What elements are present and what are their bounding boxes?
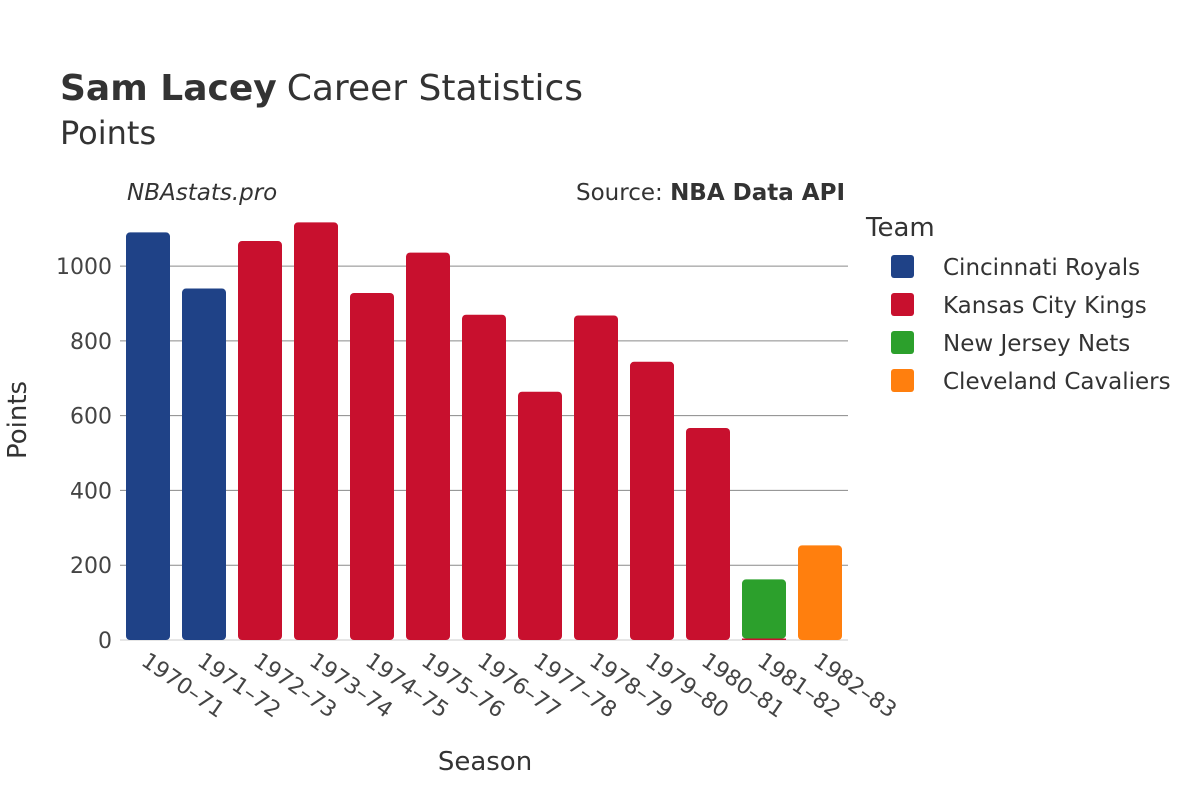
x-tick-labels: 1970–711971–721972–731973–741974–751975–…: [137, 648, 901, 723]
legend-label-cincinnati-royals: Cincinnati Royals: [943, 255, 1140, 281]
legend-item-cincinnati-royals[interactable]: Cincinnati Royals: [891, 255, 1140, 281]
legend-title: Team: [865, 213, 935, 243]
legend-item-cleveland-cavaliers[interactable]: Cleveland Cavaliers: [891, 369, 1171, 395]
y-tick-labels: 0 200 400 600 800 1000: [56, 255, 112, 654]
y-tick-label-1000: 1000: [56, 255, 112, 280]
title-rest: Career Statistics: [287, 68, 583, 109]
legend-swatch-kansas-city-kings: [891, 293, 914, 316]
legend-swatch-cincinnati-royals: [891, 255, 914, 278]
bar-1971-72-cincinnati-royals[interactable]: [182, 288, 226, 640]
watermark: NBAstats.pro: [127, 180, 277, 206]
player-name: Sam Lacey: [60, 68, 277, 109]
x-axis-title: Season: [438, 747, 532, 777]
y-tick-label-200: 200: [70, 554, 112, 579]
bar-1973-74-kansas-city-kings[interactable]: [294, 222, 338, 641]
bar-1972-73-kansas-city-kings[interactable]: [238, 241, 282, 640]
bar-1970-71-cincinnati-royals[interactable]: [126, 232, 170, 640]
legend-label-kansas-city-kings: Kansas City Kings: [943, 293, 1147, 319]
legend-item-new-jersey-nets[interactable]: New Jersey Nets: [891, 331, 1130, 357]
y-tick-label-0: 0: [98, 629, 112, 654]
chart-title: Sam Lacey Career Statistics: [60, 68, 583, 109]
chart-subtitle: Points: [60, 114, 156, 152]
bar-1977-78-kansas-city-kings[interactable]: [518, 391, 562, 640]
legend-swatch-cleveland-cavaliers: [891, 369, 914, 392]
bar-1979-80-kansas-city-kings[interactable]: [630, 361, 674, 640]
legend-label-new-jersey-nets: New Jersey Nets: [943, 331, 1130, 357]
bar-1974-75-kansas-city-kings[interactable]: [350, 293, 394, 640]
y-axis-title: Points: [3, 381, 33, 459]
bar-1981-82-kansas-city-kings[interactable]: [742, 638, 786, 640]
source-prefix: Source:: [576, 180, 670, 206]
bars: [126, 222, 842, 641]
source-name: NBA Data API: [670, 180, 845, 206]
legend-item-kansas-city-kings[interactable]: Kansas City Kings: [891, 293, 1147, 319]
bar-1980-81-kansas-city-kings[interactable]: [686, 427, 730, 640]
y-tick-label-800: 800: [70, 330, 112, 355]
bar-1981-82-new-jersey-nets[interactable]: [742, 579, 786, 639]
bar-1982-83-cleveland-cavaliers[interactable]: [798, 545, 842, 640]
y-tick-label-400: 400: [70, 479, 112, 504]
source-credit: Source: NBA Data API: [576, 180, 845, 206]
bar-1975-76-kansas-city-kings[interactable]: [406, 252, 450, 640]
bar-1978-79-kansas-city-kings[interactable]: [574, 315, 618, 640]
legend: Cincinnati Royals Kansas City Kings New …: [891, 255, 1171, 395]
legend-label-cleveland-cavaliers: Cleveland Cavaliers: [943, 369, 1171, 395]
legend-swatch-new-jersey-nets: [891, 331, 914, 354]
y-tick-label-600: 600: [70, 405, 112, 430]
bar-1976-77-kansas-city-kings[interactable]: [462, 314, 506, 640]
